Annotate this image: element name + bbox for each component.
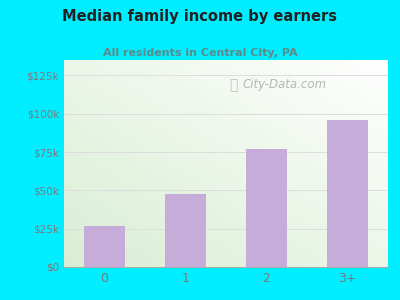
Bar <box>246 149 287 267</box>
Text: Median family income by earners: Median family income by earners <box>62 9 338 24</box>
Bar <box>84 226 125 267</box>
Text: All residents in Central City, PA: All residents in Central City, PA <box>103 48 297 58</box>
Text: ⦿: ⦿ <box>229 78 238 92</box>
Bar <box>165 194 206 267</box>
Bar <box>327 120 368 267</box>
Text: City-Data.com: City-Data.com <box>242 78 326 91</box>
